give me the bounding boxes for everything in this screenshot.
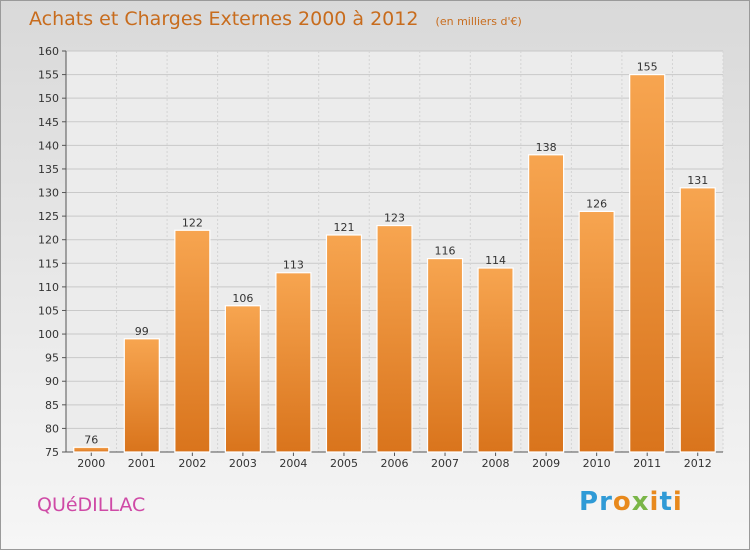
bar-2001	[123, 338, 160, 453]
y-tick-label: 120	[38, 234, 59, 247]
x-tick-label-2007: 2007	[431, 457, 459, 470]
chart-title: Achats et Charges Externes 2000 à 2012	[29, 8, 419, 30]
y-tick-label: 140	[38, 139, 59, 152]
data-label-2002: 122	[182, 216, 203, 229]
x-tick-label-2006: 2006	[381, 457, 409, 470]
y-tick-label: 100	[38, 328, 59, 341]
bar-2009	[528, 154, 565, 453]
y-tick-label: 90	[45, 375, 59, 388]
y-tick-label: 85	[45, 399, 59, 412]
x-tick-label-2009: 2009	[532, 457, 560, 470]
bar-2007	[426, 257, 464, 453]
x-tick-label-2003: 2003	[229, 457, 257, 470]
bar-2004	[275, 272, 312, 453]
city-name: QUéDILLAC	[37, 494, 146, 516]
labels: 76 99 122 106 113 121 123 116 114 138 126 155 131	[84, 61, 708, 447]
data-label-2007: 116	[435, 245, 456, 258]
chart-subtitle: (en milliers d'€)	[435, 15, 522, 28]
bar-2011	[629, 73, 666, 453]
axes: 75 80 85 90 95 100 105 110 115 120 125 130 135 140 145…	[38, 45, 723, 470]
logo-letter: x	[631, 487, 650, 517]
y-tick-label: 145	[38, 116, 59, 129]
y-tick-label: 160	[38, 45, 59, 58]
proxiti-logo: Proxiti	[579, 487, 683, 517]
data-label-2000: 76	[84, 433, 98, 446]
x-tick-label-2005: 2005	[330, 457, 358, 470]
y-tick-label: 80	[45, 422, 59, 435]
y-tick-label: 155	[38, 69, 59, 82]
x-tick-label-2012: 2012	[684, 457, 712, 470]
x-tick-label-2002: 2002	[178, 457, 206, 470]
y-tick-label: 75	[45, 446, 59, 459]
logo-letter: r	[599, 487, 613, 517]
bar-2008	[477, 267, 514, 453]
y-tick-label: 105	[38, 304, 59, 317]
y-tick-label: 130	[38, 187, 59, 200]
data-label-2005: 121	[333, 221, 354, 234]
bar-2002	[174, 229, 211, 453]
data-label-2011: 155	[637, 61, 658, 74]
logo-letter: t	[659, 487, 673, 517]
data-label-2004: 113	[283, 259, 304, 272]
data-label-2010: 126	[586, 197, 607, 210]
y-tick-label: 125	[38, 210, 59, 223]
bar-2003	[224, 305, 261, 453]
bar-2006	[376, 224, 413, 453]
logo-letter: i	[649, 487, 660, 517]
y-tick-label: 150	[38, 92, 59, 105]
x-tick-label-2008: 2008	[482, 457, 510, 470]
x-tick-label-2011: 2011	[633, 457, 661, 470]
bar-2000	[73, 446, 110, 453]
logo-letter: o	[612, 487, 632, 517]
data-label-2001: 99	[135, 325, 149, 338]
bar-2005	[325, 234, 363, 453]
chart-title-block: Achats et Charges Externes 2000 à 2012 (…	[29, 8, 522, 30]
y-tick-label: 115	[38, 257, 59, 270]
data-label-2009: 138	[536, 141, 557, 154]
x-tick-label-2010: 2010	[583, 457, 611, 470]
x-tick-label-2004: 2004	[279, 457, 307, 470]
bars	[73, 73, 716, 453]
bar-2012	[679, 187, 716, 453]
x-tick-label-2000: 2000	[77, 457, 105, 470]
bar-2010	[578, 210, 615, 453]
x-tick-label-2001: 2001	[128, 457, 156, 470]
data-label-2003: 106	[232, 292, 253, 305]
data-label-2008: 114	[485, 254, 506, 267]
y-tick-label: 110	[38, 281, 59, 294]
y-tick-label: 135	[38, 163, 59, 176]
logo-letter: i	[672, 487, 683, 517]
data-label-2006: 123	[384, 212, 405, 225]
y-tick-label: 95	[45, 352, 59, 365]
data-label-2012: 131	[687, 174, 708, 187]
logo-letter: P	[579, 487, 600, 517]
